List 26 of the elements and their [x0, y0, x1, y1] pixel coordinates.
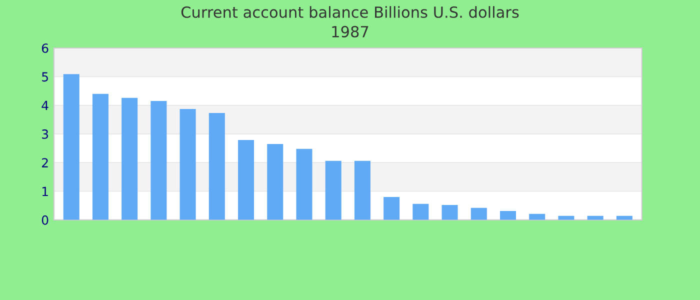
- y-tick-label: 6: [42, 43, 48, 53]
- bar: [267, 144, 284, 220]
- y-tick-label: 4: [42, 100, 48, 110]
- y-tick-label: 5: [42, 72, 48, 82]
- bar: [180, 109, 196, 220]
- chart-title: Current account balance Billions U.S. dollars: [181, 6, 519, 18]
- bar: [354, 160, 370, 220]
- bar: [122, 98, 138, 220]
- bar: [150, 101, 167, 220]
- bar: [238, 140, 254, 220]
- bar: [470, 208, 487, 220]
- y-tick-label: 2: [42, 158, 48, 168]
- bar: [296, 148, 312, 220]
- y-tick-label: 1: [42, 186, 48, 196]
- chart-subtitle: 1987: [332, 26, 368, 38]
- bar: [500, 211, 516, 220]
- bar: [92, 94, 108, 220]
- bar: [208, 113, 225, 220]
- bar: [63, 74, 80, 220]
- bar: [325, 160, 342, 220]
- bar: [442, 205, 458, 220]
- y-tick-label: 3: [42, 129, 48, 139]
- bar: [529, 214, 546, 220]
- bar: [412, 204, 429, 220]
- bar: [384, 196, 400, 220]
- y-tick-label: 0: [42, 215, 48, 225]
